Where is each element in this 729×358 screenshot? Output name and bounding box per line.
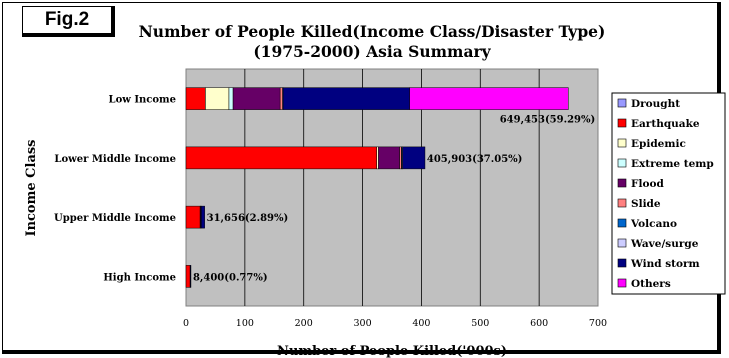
bar-segment [399,146,402,170]
legend-swatch [617,178,627,188]
y-axis-title: Income Class [24,139,39,236]
bar-segment [228,87,234,110]
legend-label: Epidemic [631,138,686,150]
legend-label: Others [631,278,671,290]
data-label: 8,400(0.77%) [193,272,268,283]
bar-segment [232,87,281,110]
bar-segment [201,205,205,229]
legend-swatch [617,118,627,128]
legend-label: Wind storm [630,258,700,270]
category-label: Upper Middle Income [54,213,176,224]
legend-box [611,92,726,295]
x-tick-label: 300 [354,318,372,329]
legend-label: Drought [631,98,680,110]
x-tick-label: 500 [471,318,489,329]
x-tick-label: 400 [412,318,430,329]
figure-label: Fig.2 [22,6,115,37]
category-label: Lower Middle Income [54,154,176,165]
legend-swatch [617,198,627,208]
bar-segment [185,87,206,110]
chart-subtitle: (1975-2000) Asia Summary [253,42,491,61]
bar-segment [282,87,410,110]
bar-segment [205,87,230,110]
x-tick-label: 100 [236,318,254,329]
bar-segment [376,146,379,170]
x-tick-label: 0 [183,318,189,329]
x-axis-title: Number of People Killed('000s) [277,344,507,358]
legend-swatch [617,278,627,288]
bar-segment [409,87,569,110]
x-tick-label: 700 [589,318,607,329]
legend-swatch [617,158,627,168]
bar-segment [185,265,191,288]
legend-label: Volcano [630,218,677,230]
chart-title: Number of People Killed(Income Class/Dis… [139,22,606,41]
data-label: 405,903(37.05%) [427,154,523,165]
legend-swatch [617,238,627,248]
x-tick-label: 200 [295,318,313,329]
bar-segment [185,146,377,170]
legend-label: Wave/surge [630,238,699,250]
legend-swatch [617,258,627,268]
bar-segment [185,205,201,229]
bar-segment [190,265,192,288]
category-label: High Income [103,272,176,283]
legend-label: Slide [631,198,661,210]
category-label: Low Income [109,95,176,106]
data-label: 649,453(59.29%) [500,115,596,126]
legend-label: Earthquake [631,118,700,130]
legend-swatch [617,218,627,228]
data-label: 31,656(2.89%) [207,213,289,224]
legend-swatch [617,98,627,108]
legend-label: Extreme temp [631,158,714,170]
x-tick-label: 600 [530,318,548,329]
legend-label: Flood [631,178,664,190]
bar-segment [402,146,426,170]
bar-segment [378,146,400,170]
legend-swatch [617,138,627,148]
bar-segment [279,87,283,110]
